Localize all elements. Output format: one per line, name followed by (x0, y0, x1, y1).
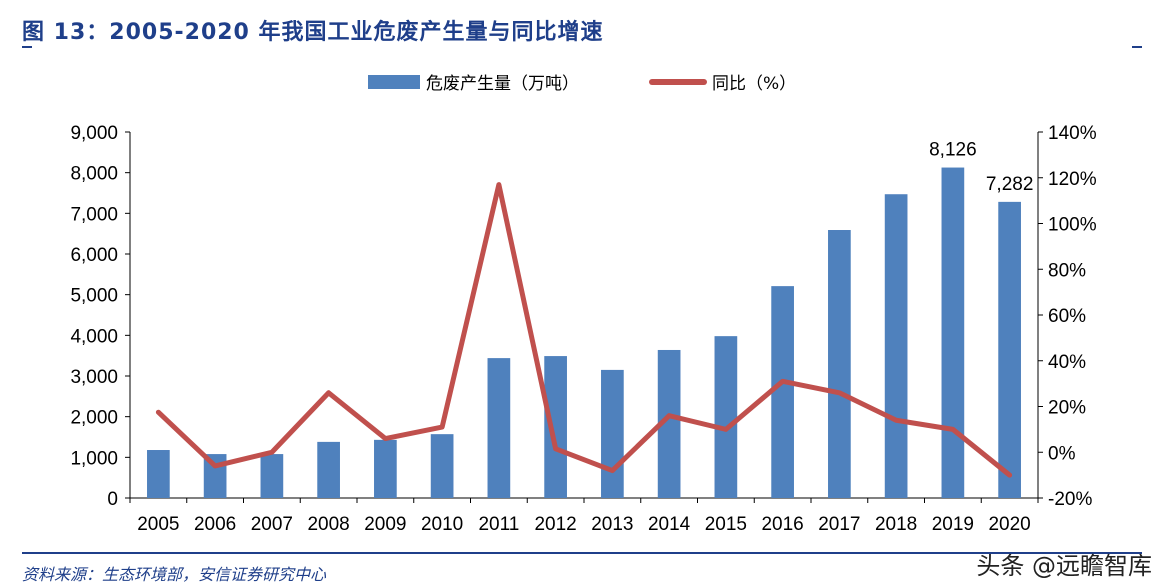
left-tick-label: 4,000 (70, 326, 118, 347)
left-tick-label: 6,000 (70, 245, 118, 266)
bar-2008 (317, 441, 340, 498)
legend-bar-swatch (368, 75, 420, 89)
bar-2009 (374, 439, 397, 498)
bar-2018 (884, 194, 908, 498)
x-tick-label: 2006 (194, 514, 236, 535)
bar-2015 (714, 336, 738, 498)
right-tick-label: 20% (1048, 398, 1086, 419)
right-tick-label: -20% (1048, 489, 1092, 510)
left-tick-label: 5,000 (70, 286, 118, 307)
right-tick-label: 80% (1048, 260, 1086, 281)
x-tick-label: 2011 (478, 514, 519, 535)
bar-2010 (430, 434, 454, 498)
x-tick-label: 2008 (307, 514, 349, 535)
right-tick-label: 60% (1048, 306, 1086, 327)
title-rule-left (22, 46, 32, 48)
watermark: 头条 @远瞻智库 (976, 552, 1152, 580)
bar-2005 (147, 450, 170, 498)
bar-2020 (998, 201, 1021, 498)
title-rule-right (1132, 46, 1142, 48)
bar-2014 (657, 349, 681, 498)
right-tick-label: 40% (1048, 352, 1086, 373)
bar-2011 (487, 358, 511, 498)
legend-line-label: 同比（%） (712, 74, 796, 94)
x-tick-label: 2012 (534, 514, 576, 535)
right-tick-label: 140% (1048, 123, 1097, 144)
left-tick-label: 9,000 (70, 123, 118, 144)
x-tick-label: 2020 (988, 514, 1030, 535)
yoy-line (155, 182, 1013, 478)
bar-2007 (260, 454, 284, 498)
x-tick-label: 2015 (705, 514, 747, 535)
bar-2012 (544, 356, 567, 498)
x-tick-label: 2009 (364, 514, 406, 535)
chart-title: 图 13：2005-2020 年我国工业危废产生量与同比增速 (22, 20, 604, 45)
x-tick-label: 2010 (421, 514, 463, 535)
left-tick-label: 0 (107, 489, 118, 510)
left-tick-label: 7,000 (70, 204, 118, 225)
source-rule (22, 552, 1142, 554)
x-tick-label: 2018 (875, 514, 917, 535)
legend-bar-label: 危废产生量（万吨） (426, 74, 579, 94)
left-tick-label: 1,000 (70, 448, 118, 469)
x-tick-label: 2007 (251, 514, 293, 535)
bar-2013 (601, 369, 624, 498)
left-tick-label: 8,000 (70, 164, 118, 185)
right-tick-label: 120% (1048, 169, 1097, 190)
x-tick-label: 2019 (932, 514, 974, 535)
x-tick-label: 2014 (648, 514, 691, 535)
left-tick-label: 3,000 (70, 367, 118, 388)
right-tick-label: 100% (1048, 215, 1097, 236)
x-tick-label: 2005 (137, 514, 179, 535)
data-label-2019: 8,126 (929, 140, 977, 161)
bar-2016 (771, 286, 794, 498)
x-tick-label: 2016 (761, 514, 803, 535)
left-tick-label: 2,000 (70, 408, 118, 429)
x-tick-label: 2017 (818, 514, 860, 535)
bar-2017 (828, 230, 851, 499)
x-tick-label: 2013 (591, 514, 633, 535)
source-note: 资料来源：生态环境部，安信证券研究中心 (22, 565, 327, 584)
right-tick-label: 0% (1048, 443, 1076, 464)
data-label-2020: 7,282 (986, 174, 1034, 195)
bar-2019 (941, 167, 965, 498)
